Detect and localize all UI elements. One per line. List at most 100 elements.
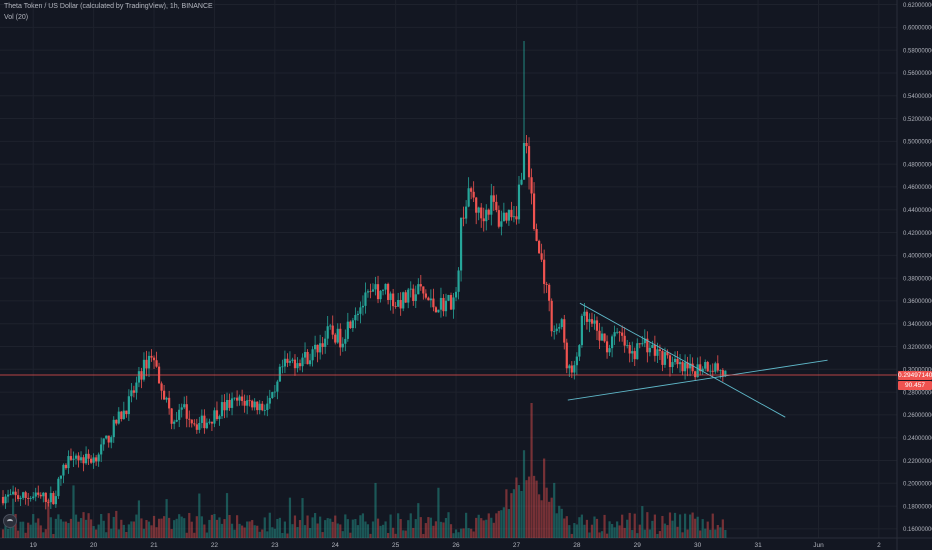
candle-body bbox=[477, 207, 480, 213]
y-tick-label: 0.44000000 bbox=[903, 208, 932, 214]
volume-bar bbox=[366, 524, 370, 538]
candle-body bbox=[293, 359, 297, 369]
volume-bar bbox=[588, 532, 591, 538]
candle-body bbox=[100, 444, 103, 455]
volume-bar bbox=[72, 485, 75, 538]
volume-bar bbox=[4, 517, 7, 538]
y-tick-label: 0.42000000 bbox=[903, 231, 932, 237]
candle-body bbox=[170, 408, 173, 424]
x-tick-label: 23 bbox=[271, 542, 279, 549]
volume-bar bbox=[699, 530, 702, 538]
volume-bar bbox=[235, 515, 239, 538]
volume-bar bbox=[517, 485, 521, 538]
volume-bar bbox=[593, 516, 596, 538]
candle-body bbox=[44, 492, 47, 502]
candle-body bbox=[643, 338, 646, 344]
candle-body bbox=[238, 396, 241, 401]
volume-bar bbox=[636, 533, 639, 538]
volume-bar bbox=[188, 512, 191, 538]
candle-body bbox=[691, 363, 694, 372]
candle-body bbox=[563, 319, 566, 343]
candle-body bbox=[77, 455, 80, 461]
candle-body bbox=[120, 411, 123, 420]
volume-bar bbox=[530, 403, 533, 538]
candle-body bbox=[180, 407, 183, 410]
candle-body bbox=[24, 492, 27, 498]
candle-body bbox=[291, 359, 294, 361]
volume-bar bbox=[580, 514, 583, 538]
x-tick-label: 22 bbox=[211, 542, 219, 549]
candle-body bbox=[673, 358, 677, 363]
candle-body bbox=[381, 289, 385, 291]
candle-body bbox=[525, 142, 528, 147]
candle-body bbox=[412, 288, 415, 301]
volume-bar bbox=[638, 524, 641, 538]
candle-body bbox=[495, 201, 498, 211]
volume-bar bbox=[545, 487, 548, 538]
volume-bar bbox=[651, 520, 654, 538]
candle-body bbox=[147, 355, 151, 369]
volume-bar bbox=[595, 518, 599, 538]
candle-body bbox=[399, 300, 402, 309]
candle-body bbox=[538, 240, 541, 254]
volume-bar bbox=[711, 513, 714, 538]
candle-body bbox=[467, 188, 470, 207]
y-tick-label: 0.50000000 bbox=[903, 140, 932, 146]
candle-body bbox=[535, 229, 538, 241]
volume-bar bbox=[77, 521, 80, 538]
volume-bar bbox=[22, 521, 25, 538]
volume-bar bbox=[568, 525, 571, 538]
volume-bar bbox=[427, 517, 430, 538]
candle-body bbox=[341, 343, 344, 348]
x-tick-label: 21 bbox=[150, 542, 158, 549]
candle-body bbox=[241, 396, 244, 401]
candle-body bbox=[427, 297, 430, 301]
candle-body bbox=[195, 424, 198, 430]
candle-body bbox=[507, 209, 510, 221]
candle-body bbox=[218, 416, 221, 420]
y-tick-label: 0.38000000 bbox=[903, 276, 932, 282]
volume-bar bbox=[424, 523, 427, 538]
candle-body bbox=[69, 456, 73, 460]
tradingview-logo-icon[interactable] bbox=[3, 514, 17, 528]
volume-bar bbox=[67, 523, 70, 538]
candle-body bbox=[621, 332, 624, 336]
candle-body bbox=[271, 392, 274, 398]
candle-body bbox=[306, 351, 309, 365]
y-tick-label: 0.46000000 bbox=[903, 185, 932, 191]
x-tick-label: 20 bbox=[90, 542, 98, 549]
candle-body bbox=[42, 492, 45, 497]
candle-body bbox=[638, 343, 641, 345]
volume-bar bbox=[490, 517, 493, 538]
volume-bar bbox=[613, 527, 616, 538]
candle-body bbox=[6, 494, 10, 497]
volume-bar bbox=[465, 512, 468, 538]
candle-body bbox=[447, 294, 450, 301]
candle-body bbox=[628, 345, 631, 354]
volume-bar bbox=[444, 518, 448, 538]
candle-body bbox=[527, 146, 531, 178]
y-tick-label: 0.32000000 bbox=[903, 345, 932, 351]
volume-indicator-label[interactable]: Vol (20) bbox=[4, 14, 29, 21]
volume-bar bbox=[9, 518, 12, 538]
volume-bar bbox=[57, 514, 60, 538]
volume-bar bbox=[90, 519, 93, 538]
candle-body bbox=[102, 438, 105, 445]
volume-bar bbox=[656, 533, 659, 538]
volume-bar bbox=[173, 520, 176, 538]
candle-body bbox=[631, 351, 634, 354]
volume-bar bbox=[175, 518, 178, 538]
volume-bar bbox=[412, 527, 415, 538]
volume-bar bbox=[69, 518, 73, 538]
volume-bar bbox=[472, 531, 475, 538]
candle-body bbox=[32, 496, 35, 499]
candle-body bbox=[502, 212, 505, 222]
x-tick-label: 19 bbox=[30, 542, 38, 549]
candle-body bbox=[173, 421, 176, 424]
volume-bar bbox=[500, 510, 503, 538]
lower-trendline bbox=[567, 359, 828, 401]
volume-bar bbox=[671, 520, 674, 538]
volume-bar bbox=[291, 524, 294, 538]
